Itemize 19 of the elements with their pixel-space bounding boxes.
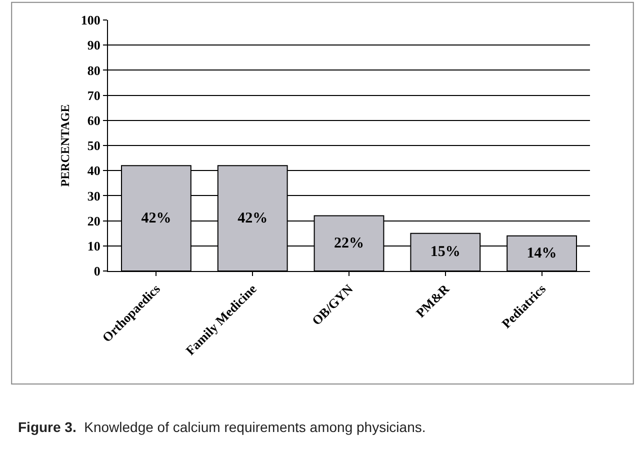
y-tick-label: 0 [94,264,100,279]
caption: Figure 3. [18,419,76,435]
data-label: 42% [238,210,268,226]
y-tick-label: 20 [87,213,100,228]
text: Knowledge of calcium requirements among physicians. [84,419,426,435]
data-label: 14% [526,245,557,262]
y-tick-label: 30 [87,188,100,204]
y-tick-label: 70 [87,88,100,103]
y-tick-label: 60 [87,112,100,128]
data-label: 42% [141,210,172,226]
data-label: 22% [334,235,364,252]
y-tick-label: 90 [87,38,100,53]
y-tick-label: 50 [87,138,100,154]
y-axis-title: PERCENTAGE [58,104,72,187]
y-tick-label: 40 [87,163,100,178]
y-tick-label: 80 [87,62,100,78]
y-tick-label: 10 [87,238,100,254]
y-tick-label: 100 [80,12,100,28]
data-label: 15% [430,244,460,260]
